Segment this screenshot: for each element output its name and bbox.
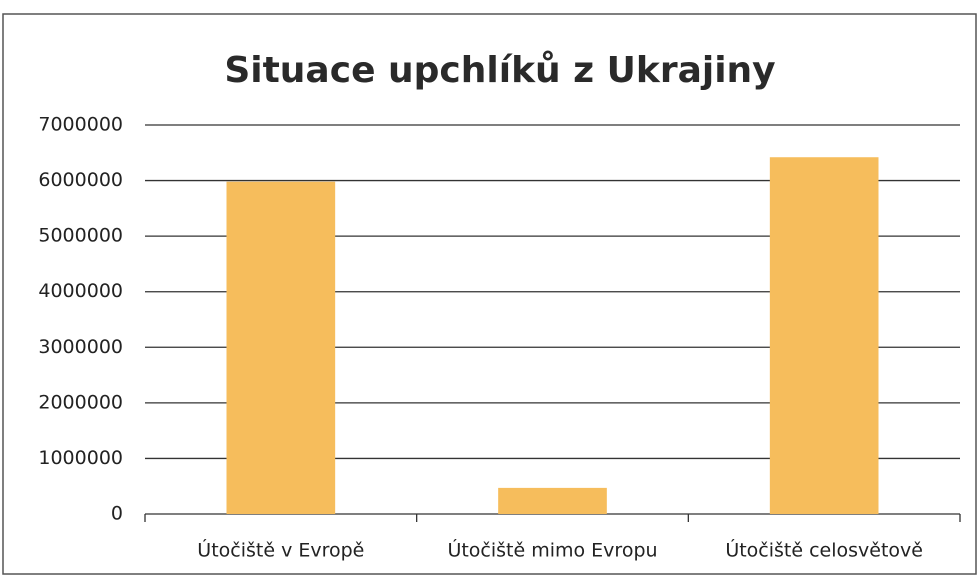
x-tick-label: Útočiště mimo Evropu (447, 538, 657, 562)
y-tick-label: 1000000 (38, 447, 123, 469)
y-tick-label: 6000000 (38, 169, 123, 191)
bar (226, 181, 336, 514)
y-tick-label: 2000000 (38, 391, 123, 413)
y-tick-label: 7000000 (38, 114, 123, 136)
y-tick-label: 4000000 (38, 280, 123, 302)
x-tick-label: Útočiště v Evropě (197, 538, 364, 562)
y-tick-label: 3000000 (38, 336, 123, 358)
y-tick-label: 0 (111, 503, 123, 525)
x-tick-label: Útočiště celosvětově (725, 538, 923, 562)
bar (769, 157, 879, 514)
y-tick-label: 5000000 (38, 225, 123, 247)
bar (498, 487, 607, 514)
chart-title: Situace upchlíků z Ukrajiny (224, 50, 775, 91)
